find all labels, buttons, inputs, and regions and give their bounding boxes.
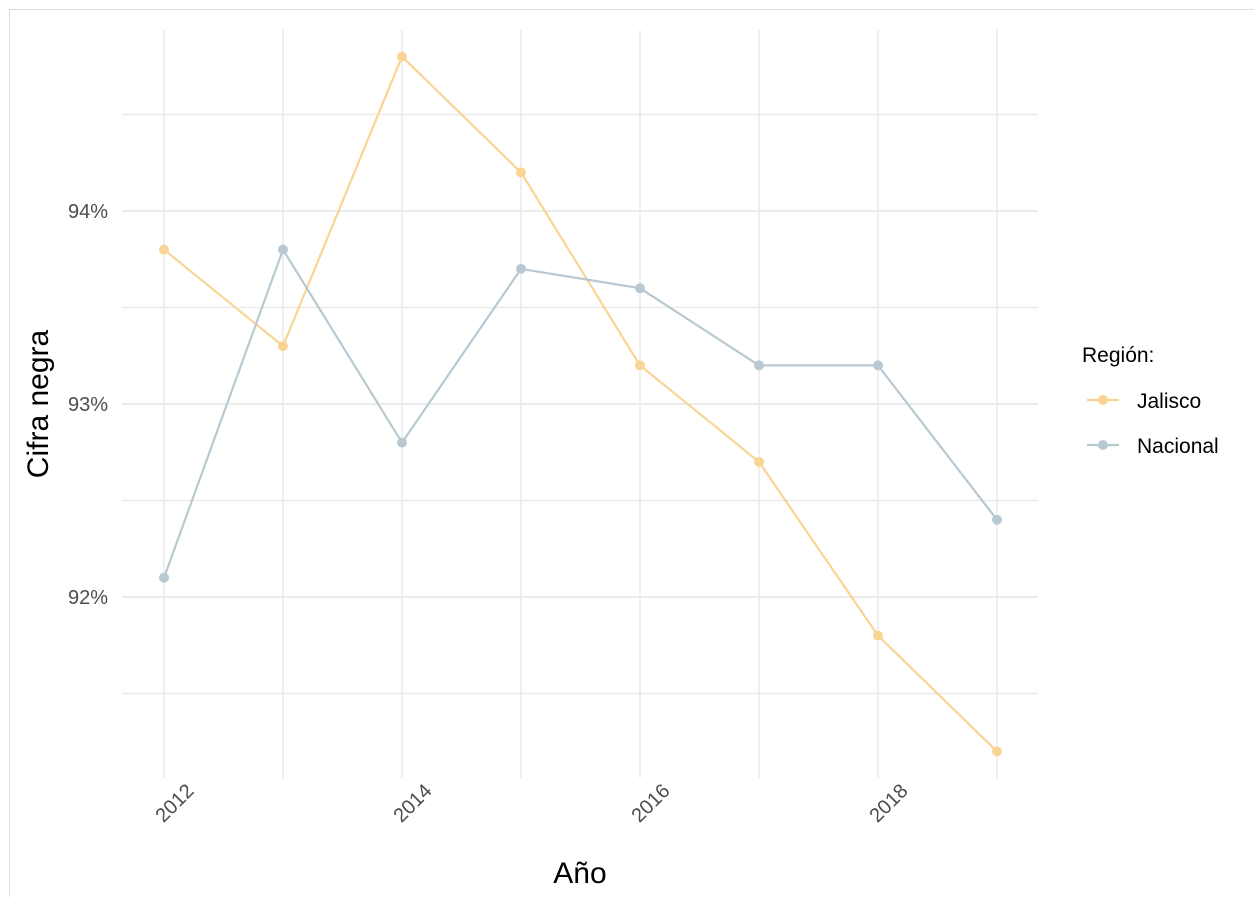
- legend: Región: Jalisco Nacional: [1082, 344, 1219, 458]
- data-point-nacional: [873, 360, 883, 371]
- data-point-nacional: [278, 244, 288, 255]
- x-axis-ticks: 2012 2014 2016 2018: [152, 780, 913, 827]
- data-point-nacional: [992, 514, 1002, 525]
- data-point-jalisco: [754, 456, 764, 467]
- data-point-jalisco: [635, 360, 645, 371]
- legend-title: Región:: [1082, 344, 1154, 367]
- x-tick-label: 2018: [866, 780, 913, 827]
- series-line-nacional: [162, 248, 998, 579]
- x-tick-label: 2014: [390, 780, 437, 827]
- data-point-jalisco: [516, 167, 526, 178]
- data-point-jalisco: [159, 244, 169, 255]
- grid-lines: [122, 30, 1038, 778]
- y-tick-label: 94%: [68, 201, 108, 223]
- data-point-nacional: [516, 263, 526, 274]
- y-tick-label: 93%: [68, 394, 108, 416]
- legend-label-jalisco: Jalisco: [1137, 390, 1201, 413]
- data-point-jalisco: [397, 51, 407, 62]
- series-layer: [159, 51, 1002, 757]
- y-tick-label: 92%: [68, 587, 108, 609]
- data-point-nacional: [159, 572, 169, 583]
- y-axis-title: Cifra negra: [22, 329, 55, 478]
- x-tick-label: 2012: [152, 780, 199, 827]
- data-point-jalisco: [992, 746, 1002, 757]
- data-point-nacional: [754, 360, 764, 371]
- data-point-jalisco: [873, 630, 883, 641]
- legend-key-point: [1098, 395, 1108, 405]
- data-point-nacional: [397, 437, 407, 448]
- legend-key-jalisco: [1087, 395, 1119, 405]
- x-tick-label: 2016: [628, 780, 675, 827]
- x-axis-title: Año: [553, 857, 606, 890]
- data-point-nacional: [635, 283, 645, 294]
- legend-label-nacional: Nacional: [1137, 435, 1219, 458]
- plot-frame: [9, 9, 1254, 897]
- legend-key-nacional: [1087, 440, 1119, 450]
- legend-key-point: [1098, 440, 1108, 450]
- data-point-jalisco: [278, 341, 288, 352]
- y-axis-ticks: 92% 93% 94%: [68, 201, 108, 609]
- series-line-jalisco: [163, 55, 998, 753]
